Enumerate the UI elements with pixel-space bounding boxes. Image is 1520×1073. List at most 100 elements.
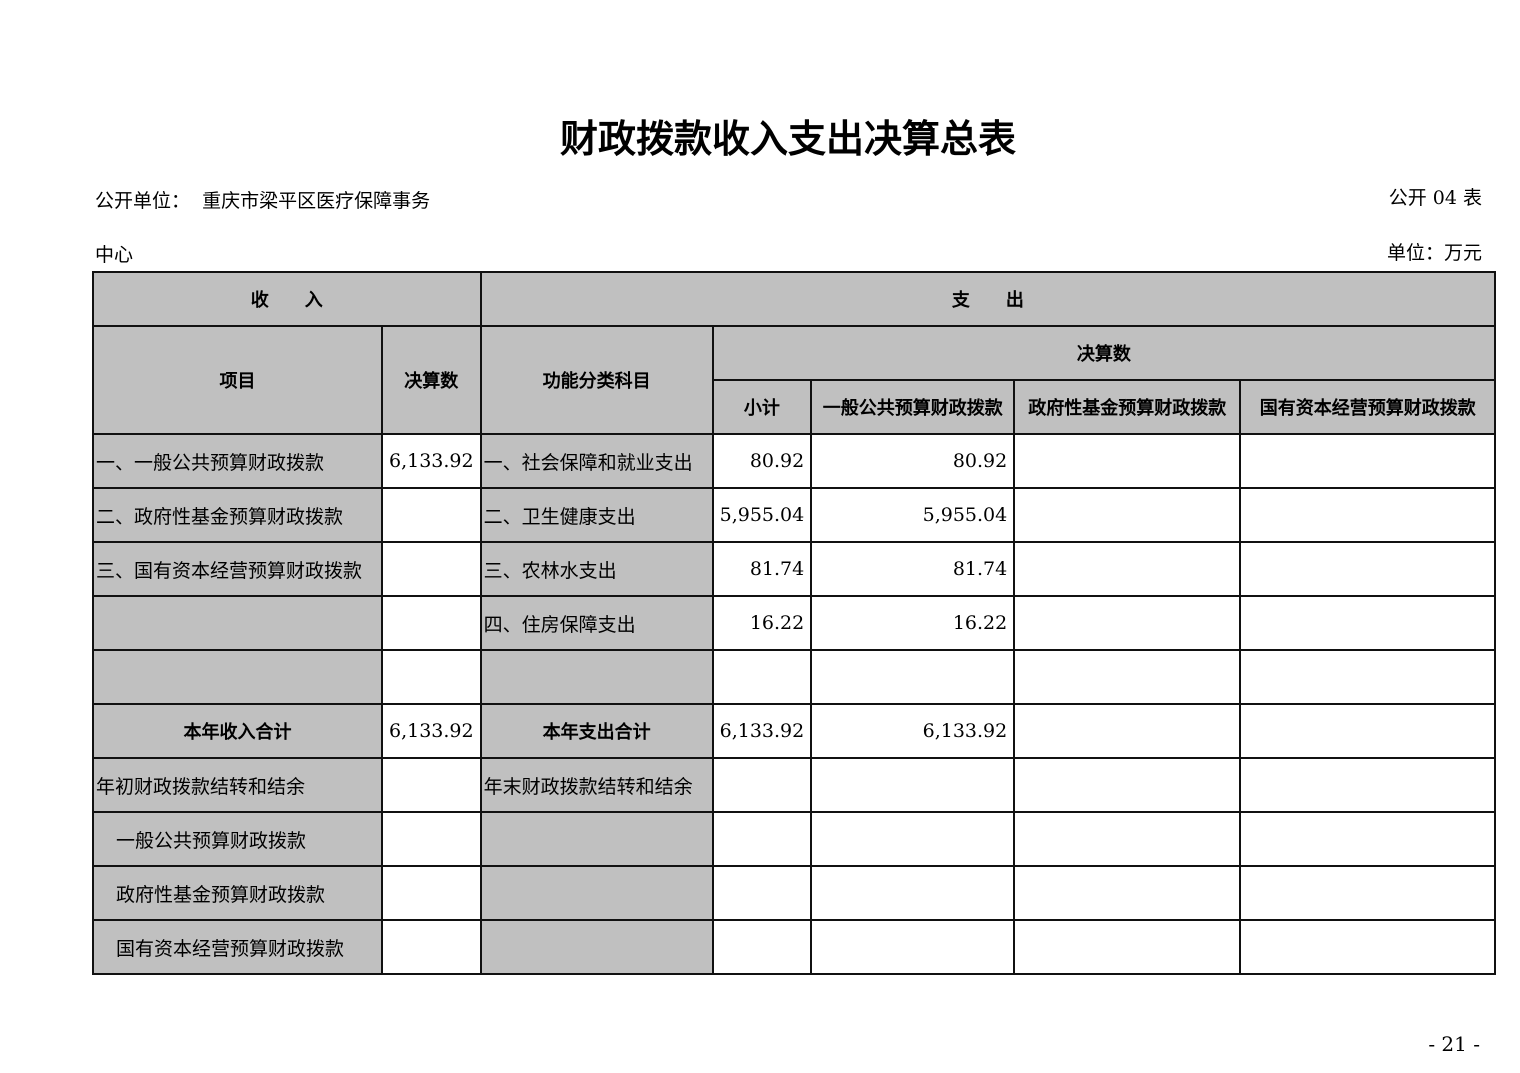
carry-row: 一般公共预算财政拨款 — [92, 811, 1497, 867]
general-amount: 80.92 — [810, 433, 1016, 489]
carry-subtotal — [711, 919, 813, 975]
income-item: 三、国有资本经营预算财政拨款 — [92, 541, 383, 597]
fund-amount — [1013, 433, 1242, 489]
income-amount — [381, 541, 482, 597]
fund-amount — [1013, 595, 1242, 651]
fund-header: 政府性基金预算财政拨款 — [1013, 379, 1242, 435]
income-amount: 6,133.92 — [381, 433, 482, 489]
func-item: 二、卫生健康支出 — [479, 487, 714, 543]
carry-income-item: 国有资本经营预算财政拨款 — [92, 919, 383, 975]
carry-income-amount — [381, 811, 482, 867]
state-amount — [1239, 433, 1497, 489]
subtotal: 81.74 — [711, 541, 813, 597]
subtotal: 16.22 — [711, 595, 813, 651]
carry-state — [1239, 811, 1497, 867]
expense-total-subtotal: 6,133.92 — [711, 703, 813, 759]
table-row — [92, 649, 1497, 705]
income-total-label: 本年收入合计 — [92, 703, 383, 759]
income-total: 6,133.92 — [381, 703, 482, 759]
carry-fund — [1013, 811, 1242, 867]
amount-header: 决算数 — [381, 325, 482, 435]
carry-fund — [1013, 919, 1242, 975]
carry-func-item: 年末财政拨款结转和结余 — [479, 757, 714, 813]
carry-func-item — [479, 865, 714, 921]
unit-name: 重庆市梁平区医疗保障事务 — [202, 190, 431, 212]
income-amount — [381, 487, 482, 543]
carry-subtotal — [711, 811, 813, 867]
table-row: 三、国有资本经营预算财政拨款 三、农林水支出 81.74 81.74 — [92, 541, 1497, 597]
income-amount — [381, 649, 482, 705]
subtotal-header: 小计 — [711, 379, 813, 435]
carry-subtotal — [711, 865, 813, 921]
carry-row: 政府性基金预算财政拨款 — [92, 865, 1497, 921]
unit-info: 公开单位： 重庆市梁平区医疗保障事务 — [95, 186, 430, 213]
general-amount: 81.74 — [810, 541, 1016, 597]
carry-state — [1239, 919, 1497, 975]
budget-table: 收 入支 出 项目 决算数 功能分类科目 决算数 小计 一般公共预算财政拨款 政府性基金预… — [92, 271, 1497, 975]
totals-row: 本年收入合计 6,133.92 本年支出合计 6,133.92 6,133.92 — [92, 703, 1497, 759]
table-number: 公开 04 表 — [1388, 187, 1482, 209]
state-header: 国有资本经营预算财政拨款 — [1239, 379, 1497, 435]
func-item: 四、住房保障支出 — [479, 595, 714, 651]
carry-fund — [1013, 757, 1242, 813]
income-amount — [381, 595, 482, 651]
expense-total-fund — [1013, 703, 1242, 759]
carry-general — [810, 865, 1016, 921]
expense-total-general: 6,133.92 — [810, 703, 1016, 759]
amount-group-header: 决算数 — [711, 325, 1497, 381]
carry-income-amount — [381, 919, 482, 975]
func-item — [479, 649, 714, 705]
carry-func-item — [479, 919, 714, 975]
page-title: 财政拨款收入支出决算总表 — [559, 116, 1016, 161]
general-amount: 16.22 — [810, 595, 1016, 651]
unit-label: 公开单位： — [95, 190, 191, 212]
carry-fund — [1013, 865, 1242, 921]
table-row: 一、一般公共预算财政拨款 6,133.92 一、社会保障和就业支出 80.92 … — [92, 433, 1497, 489]
carry-func-item — [479, 811, 714, 867]
money-unit: 单位：万元 — [1386, 242, 1482, 264]
carry-general — [810, 919, 1016, 975]
carry-income-amount — [381, 757, 482, 813]
subtotal: 80.92 — [711, 433, 813, 489]
func-header: 功能分类科目 — [479, 325, 714, 435]
state-amount — [1239, 595, 1497, 651]
state-amount — [1239, 541, 1497, 597]
subtotal — [711, 649, 813, 705]
fund-amount — [1013, 487, 1242, 543]
carry-state — [1239, 757, 1497, 813]
carry-income-item: 政府性基金预算财政拨款 — [92, 865, 383, 921]
income-item: 二、政府性基金预算财政拨款 — [92, 487, 383, 543]
carry-income-item: 年初财政拨款结转和结余 — [92, 757, 383, 813]
carry-subtotal — [711, 757, 813, 813]
carry-row: 年初财政拨款结转和结余 年末财政拨款结转和结余 — [92, 757, 1497, 813]
page-number: - 21 - — [1428, 1032, 1480, 1056]
carry-row: 国有资本经营预算财政拨款 — [92, 919, 1497, 975]
expense-total-label: 本年支出合计 — [479, 703, 714, 759]
income-header: 收 入 — [92, 271, 482, 327]
carry-general — [810, 757, 1016, 813]
func-item: 三、农林水支出 — [479, 541, 714, 597]
carry-state — [1239, 865, 1497, 921]
carry-general — [810, 811, 1016, 867]
table-row: 四、住房保障支出 16.22 16.22 — [92, 595, 1497, 651]
state-amount — [1239, 649, 1497, 705]
func-item: 一、社会保障和就业支出 — [479, 433, 714, 489]
income-item — [92, 595, 383, 651]
general-amount — [810, 649, 1016, 705]
fund-amount — [1013, 649, 1242, 705]
expense-header: 支 出 — [479, 271, 1497, 327]
item-header: 项目 — [92, 325, 383, 435]
carry-income-item: 一般公共预算财政拨款 — [92, 811, 383, 867]
general-amount: 5,955.04 — [810, 487, 1016, 543]
unit-name-cont: 中心 — [95, 244, 134, 266]
subtotal: 5,955.04 — [711, 487, 813, 543]
state-amount — [1239, 487, 1497, 543]
table-row: 二、政府性基金预算财政拨款 二、卫生健康支出 5,955.04 5,955.04 — [92, 487, 1497, 543]
carry-income-amount — [381, 865, 482, 921]
income-item: 一、一般公共预算财政拨款 — [92, 433, 383, 489]
general-header: 一般公共预算财政拨款 — [810, 379, 1016, 435]
fund-amount — [1013, 541, 1242, 597]
income-item — [92, 649, 383, 705]
expense-total-state — [1239, 703, 1497, 759]
